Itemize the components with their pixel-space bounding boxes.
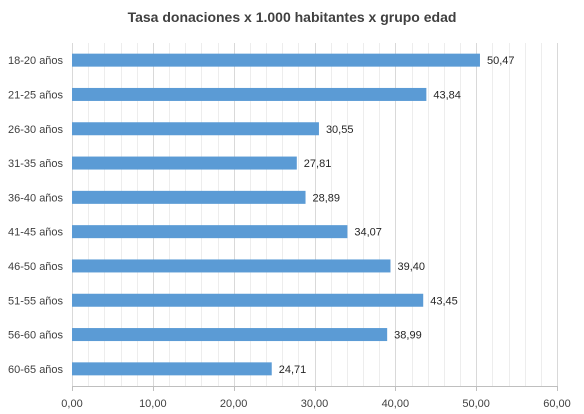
x-tick-label: 10,00: [139, 398, 167, 410]
category-label: 31-35 años: [8, 158, 64, 170]
x-tick-label: 30,00: [301, 398, 329, 410]
category-label: 18-20 años: [8, 55, 64, 67]
bar: [72, 156, 297, 170]
category-label: 60-65 años: [8, 364, 64, 376]
x-tick-label: 50,00: [462, 398, 490, 410]
data-label: 38,99: [394, 330, 422, 342]
bar: [72, 328, 388, 342]
bar: [72, 87, 427, 101]
category-label: 56-60 años: [8, 330, 64, 342]
category-label: 36-40 años: [8, 192, 64, 204]
chart-title: Tasa donaciones x 1.000 habitantes x gru…: [128, 9, 457, 25]
data-label: 43,45: [430, 295, 458, 307]
category-label: 26-30 años: [8, 124, 64, 136]
x-tick-labels: 0,00 10,00 20,00 30,00 40,00 50,00 60,00: [61, 398, 570, 410]
bar: [72, 190, 306, 204]
bar: [72, 225, 348, 239]
data-label: 43,84: [433, 89, 461, 101]
bar: [72, 259, 391, 273]
data-label: 39,40: [397, 261, 425, 273]
bars: [72, 53, 480, 376]
category-labels: 18-20 años 21-25 años 26-30 años 31-35 años…: [8, 55, 64, 376]
bar: [72, 293, 424, 307]
category-label: 41-45 años: [8, 227, 64, 239]
data-label: 50,47: [487, 55, 515, 67]
data-label: 27,81: [304, 158, 332, 170]
bar: [72, 122, 319, 136]
bar: [72, 362, 272, 376]
data-label: 34,07: [354, 227, 382, 239]
category-label: 51-55 años: [8, 295, 64, 307]
category-label: 21-25 años: [8, 89, 64, 101]
category-label: 46-50 años: [8, 261, 64, 273]
data-label: 28,89: [313, 192, 341, 204]
x-tick-label: 0,00: [61, 398, 82, 410]
x-tick-label: 20,00: [220, 398, 248, 410]
data-label: 24,71: [279, 364, 307, 376]
data-label: 30,55: [326, 124, 354, 136]
x-tick-label: 40,00: [382, 398, 410, 410]
bar: [72, 53, 480, 67]
x-tick-label: 60,00: [543, 398, 571, 410]
data-labels: 50,47 43,84 30,55 27,81 28,89 34,07 39,40 43,45…: [279, 55, 515, 376]
